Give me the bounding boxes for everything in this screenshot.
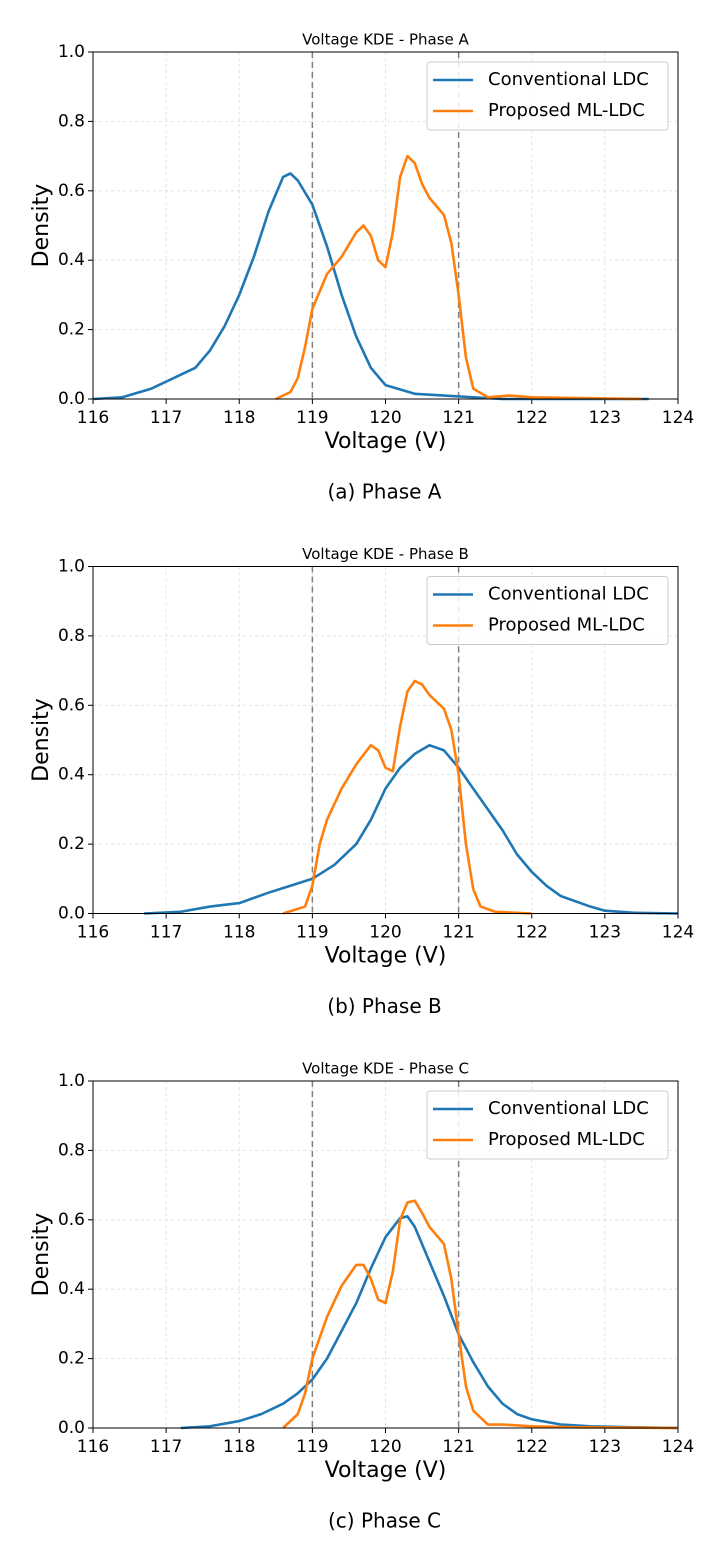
x-tick-label: 116 <box>77 923 109 943</box>
x-tick-label: 119 <box>296 408 328 428</box>
y-tick-label: 0.8 <box>58 626 85 646</box>
x-tick-label: 116 <box>77 408 109 428</box>
y-tick-label: 0.6 <box>58 1210 85 1230</box>
caption: (b) Phase B <box>327 994 441 1018</box>
kde-line <box>180 1215 679 1430</box>
legend-box <box>426 1090 669 1160</box>
chart-title: Voltage KDE - Phase C <box>302 1060 469 1078</box>
y-tick-label: 0.8 <box>58 111 85 131</box>
x-axis-label: Voltage (V) <box>325 429 447 454</box>
y-tick-label: 0.0 <box>58 389 85 409</box>
x-tick-label: 120 <box>369 408 401 428</box>
x-tick-label: 118 <box>223 408 255 428</box>
x-tick-label: 118 <box>223 1437 255 1457</box>
plot-frame <box>92 566 679 914</box>
chart-title: Voltage KDE - Phase B <box>302 545 469 563</box>
x-tick-label: 124 <box>662 1437 694 1457</box>
x-tick-label: 123 <box>589 1437 621 1457</box>
caption: (a) Phase A <box>328 480 442 504</box>
y-tick-label: 0.0 <box>58 904 85 924</box>
x-tick-label: 123 <box>589 923 621 943</box>
x-tick-label: 121 <box>442 923 474 943</box>
kde-line <box>282 679 532 915</box>
y-tick-label: 0.8 <box>58 1140 85 1160</box>
x-tick-label: 123 <box>589 408 621 428</box>
plot-frame <box>92 1080 679 1429</box>
caption: (c) Phase C <box>328 1509 441 1533</box>
x-tick-label: 119 <box>296 923 328 943</box>
x-tick-label: 121 <box>442 408 474 428</box>
legend-label: Conventional LDC <box>488 584 649 605</box>
x-tick-label: 117 <box>150 1437 182 1457</box>
y-tick-label: 1.0 <box>58 1071 85 1091</box>
legend-box <box>426 61 669 131</box>
x-tick-label: 122 <box>516 408 548 428</box>
x-tick-label: 116 <box>77 1437 109 1457</box>
y-tick-label: 1.0 <box>58 42 85 62</box>
y-tick-label: 0.4 <box>58 250 85 270</box>
x-tick-label: 124 <box>662 923 694 943</box>
y-tick-label: 0.2 <box>58 834 85 854</box>
y-tick-label: 0.6 <box>58 695 85 715</box>
x-tick-label: 117 <box>150 923 182 943</box>
kde-line <box>282 1199 679 1430</box>
kde-line <box>275 154 642 401</box>
legend-box <box>426 576 669 645</box>
y-tick-label: 0.6 <box>58 181 85 201</box>
x-tick-label: 120 <box>369 923 401 943</box>
x-tick-label: 122 <box>516 923 548 943</box>
x-tick-label: 124 <box>662 408 694 428</box>
y-axis-label: Density <box>29 698 54 782</box>
x-axis-label: Voltage (V) <box>325 944 447 969</box>
legend-label: Conventional LDC <box>488 69 649 90</box>
kde-line <box>92 172 649 401</box>
y-axis-label: Density <box>29 1213 54 1297</box>
chart-title: Voltage KDE - Phase A <box>302 31 469 49</box>
legend-label: Conventional LDC <box>488 1098 649 1119</box>
plot-frame <box>92 51 679 400</box>
x-tick-label: 121 <box>442 1437 474 1457</box>
y-tick-label: 1.0 <box>58 557 85 577</box>
kde-line <box>144 743 679 915</box>
y-tick-label: 0.0 <box>58 1418 85 1438</box>
y-tick-label: 0.2 <box>58 320 85 340</box>
y-axis-label: Density <box>29 184 54 268</box>
y-tick-label: 0.4 <box>58 765 85 785</box>
y-tick-label: 0.4 <box>58 1279 85 1299</box>
legend-label: Proposed ML-LDC <box>488 1129 645 1150</box>
legend-label: Proposed ML-LDC <box>488 615 645 636</box>
x-axis-label: Voltage (V) <box>325 1458 447 1483</box>
x-tick-label: 122 <box>516 1437 548 1457</box>
x-tick-label: 118 <box>223 923 255 943</box>
y-tick-label: 0.2 <box>58 1349 85 1369</box>
x-tick-label: 119 <box>296 1437 328 1457</box>
legend-label: Proposed ML-LDC <box>488 100 645 121</box>
x-tick-label: 117 <box>150 408 182 428</box>
x-tick-label: 120 <box>369 1437 401 1457</box>
